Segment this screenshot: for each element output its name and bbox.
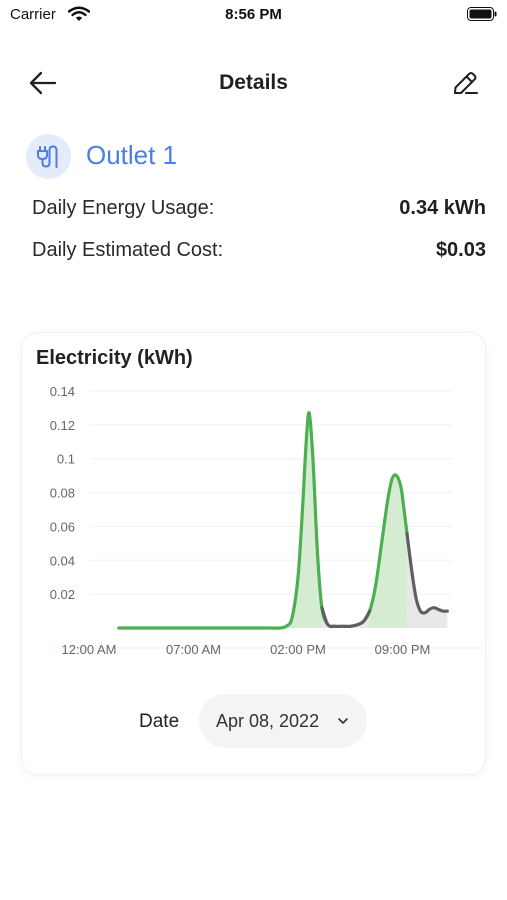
- date-picker[interactable]: Apr 08, 2022: [199, 694, 367, 748]
- energy-usage-value: 0.34 kWh: [399, 197, 486, 219]
- navigation-bar: Details: [0, 60, 507, 106]
- pencil-icon: [454, 72, 478, 94]
- plug-icon: [37, 145, 58, 168]
- x-tick-label: 12:00 AM: [62, 642, 117, 657]
- series-line: [405, 531, 449, 615]
- carrier-label: Carrier: [10, 6, 56, 23]
- battery-icon: [467, 7, 497, 21]
- electricity-chart-card: Electricity (kWh) 0.14 0.12 0.1 0.08 0.06 0.0…: [22, 333, 485, 774]
- y-tick-label: 0.04: [50, 553, 75, 568]
- edit-button[interactable]: [449, 68, 481, 98]
- plug-icon-badge: [26, 134, 71, 179]
- device-header: Outlet 1: [26, 134, 486, 180]
- y-tick-label: 0.12: [50, 418, 75, 433]
- series-line: [320, 606, 372, 629]
- back-button[interactable]: [26, 68, 60, 98]
- electricity-chart: 0.14 0.12 0.1 0.08 0.06 0.04 0.02 12:00 AM 07:00…: [50, 384, 485, 657]
- chevron-down-icon: [338, 718, 348, 724]
- chart-title: Electricity (kWh): [36, 347, 193, 369]
- y-tick-label: 0.1: [57, 452, 75, 467]
- y-tick-label: 0.08: [50, 486, 75, 501]
- arrow-left-icon: [29, 71, 57, 95]
- wifi-icon: [68, 6, 90, 21]
- series-line: [117, 411, 409, 630]
- y-tick-label: 0.02: [50, 587, 75, 602]
- x-tick-label: 09:00 PM: [375, 642, 431, 657]
- page-title: Details: [219, 71, 288, 94]
- x-tick-label: 07:00 AM: [166, 642, 221, 657]
- date-picker-value: Apr 08, 2022: [216, 711, 320, 731]
- series-area: [321, 607, 370, 628]
- series-area: [118, 412, 407, 629]
- estimated-cost-row: Daily Estimated Cost: $0.03: [32, 239, 486, 267]
- status-bar: Carrier 8:56 PM: [0, 0, 507, 30]
- device-name: Outlet 1: [86, 140, 178, 170]
- date-label: Date: [139, 711, 180, 732]
- energy-usage-row: Daily Energy Usage: 0.34 kWh: [32, 197, 486, 225]
- y-tick-label: 0.06: [50, 519, 75, 534]
- status-time: 8:56 PM: [225, 6, 282, 23]
- energy-usage-label: Daily Energy Usage:: [32, 197, 215, 219]
- y-tick-label: 0.14: [50, 384, 75, 399]
- estimated-cost-value: $0.03: [435, 239, 486, 261]
- estimated-cost-label: Daily Estimated Cost:: [32, 239, 224, 261]
- x-tick-label: 02:00 PM: [270, 642, 326, 657]
